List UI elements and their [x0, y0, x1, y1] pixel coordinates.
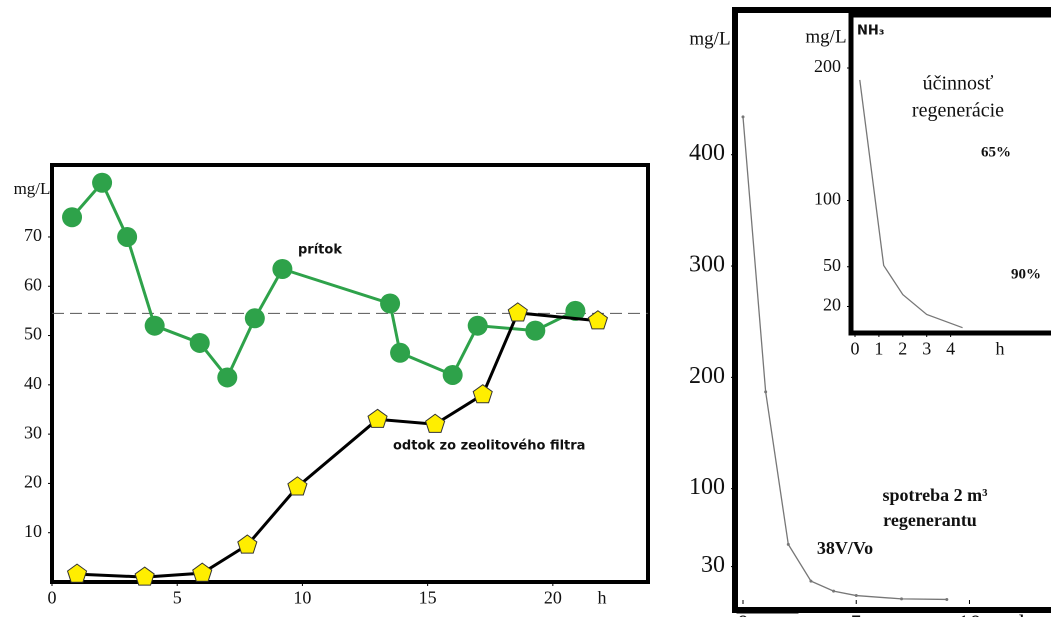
y-tick-label: 20	[24, 472, 42, 492]
y-tick-label: 20	[823, 295, 841, 315]
panel: 20 50 100 200 0 1 2 3 4 h mg/L NH₃ účinnosť regenerác…	[805, 12, 1051, 359]
y-tick-label: 60	[24, 274, 42, 294]
x-tick-label: 3	[922, 339, 931, 359]
y-tick-label: 50	[24, 324, 42, 344]
y-tick-label: 100	[814, 189, 841, 209]
point	[507, 302, 528, 322]
x-tick-label: 10	[293, 588, 311, 608]
x-unit: h	[1019, 612, 1031, 617]
point	[189, 332, 210, 353]
point	[192, 562, 213, 582]
frame	[848, 12, 1051, 336]
point	[390, 342, 411, 363]
point	[367, 408, 388, 428]
y-tick-label: 400	[689, 140, 725, 166]
y-tick-label: 50	[823, 255, 841, 275]
x-tick-label: 10	[957, 612, 981, 617]
y-tick-label: 300	[689, 252, 725, 278]
x-unit: h	[598, 588, 607, 608]
x-tick-label: 5	[850, 612, 862, 617]
annotation: 38V/Vo	[817, 538, 873, 558]
point	[900, 597, 904, 601]
y-tick-label: 40	[24, 373, 42, 393]
point	[809, 579, 813, 583]
point	[244, 308, 265, 329]
x-tick-label: 20	[544, 588, 562, 608]
point	[945, 597, 949, 601]
x-tick-label: 5	[173, 588, 182, 608]
point	[565, 300, 586, 321]
point	[217, 367, 238, 388]
data-line	[859, 79, 963, 329]
point	[854, 594, 858, 598]
y-tick-label: 200	[814, 56, 841, 76]
point	[764, 390, 768, 394]
y-tick-label: 100	[689, 474, 725, 500]
panel: 10 20 30 40 50 60 70 0 5 10 15 20 h mg/L prítok odtok z…	[14, 163, 650, 608]
point	[144, 315, 165, 336]
point	[442, 364, 463, 385]
x-tick-label: 0	[48, 588, 57, 608]
y-label: mg/L	[14, 179, 51, 198]
x-tick-label: 2	[898, 339, 907, 359]
x-tick-label: 15	[419, 588, 437, 608]
y-tick-label: 10	[24, 521, 42, 541]
point	[92, 172, 113, 193]
y-label: mg/L	[805, 26, 846, 47]
data-line	[742, 116, 947, 601]
point	[380, 293, 401, 314]
point	[425, 413, 446, 433]
point	[272, 259, 293, 280]
annotation: 65%	[981, 144, 1011, 160]
annotation: účinnosť	[923, 73, 994, 95]
y-tick-label: 70	[24, 225, 42, 245]
annotation: regenerantu	[883, 510, 977, 530]
point	[66, 563, 88, 583]
point	[786, 542, 790, 546]
point	[62, 207, 83, 228]
species: NH₃	[857, 24, 884, 39]
series-label: prítok	[298, 243, 342, 258]
x-tick-label: 0	[737, 612, 749, 617]
annotation: spotreba 2 m³	[882, 485, 988, 505]
x-tick-label: 1	[874, 339, 883, 359]
x-tick-label: 0	[851, 339, 860, 359]
point	[472, 384, 493, 404]
series-label: odtok zo zeolitového filtra	[393, 439, 585, 454]
annotation: regenerácie	[912, 100, 1004, 122]
point	[134, 566, 155, 586]
annotation: 90%	[1011, 266, 1041, 282]
y-label: mg/L	[689, 28, 730, 49]
y-tick-label: 30	[701, 552, 725, 578]
point	[832, 589, 836, 593]
point	[741, 115, 745, 119]
data-line	[76, 311, 599, 579]
frame	[50, 163, 650, 584]
x-unit: h	[996, 339, 1005, 359]
point	[467, 315, 488, 336]
point	[237, 534, 258, 554]
point	[587, 310, 609, 330]
point	[287, 476, 308, 496]
y-tick-label: 30	[24, 422, 42, 442]
x-tick-label: 4	[946, 339, 955, 359]
y-tick-label: 200	[689, 363, 725, 389]
point	[117, 226, 138, 247]
point	[525, 320, 546, 341]
